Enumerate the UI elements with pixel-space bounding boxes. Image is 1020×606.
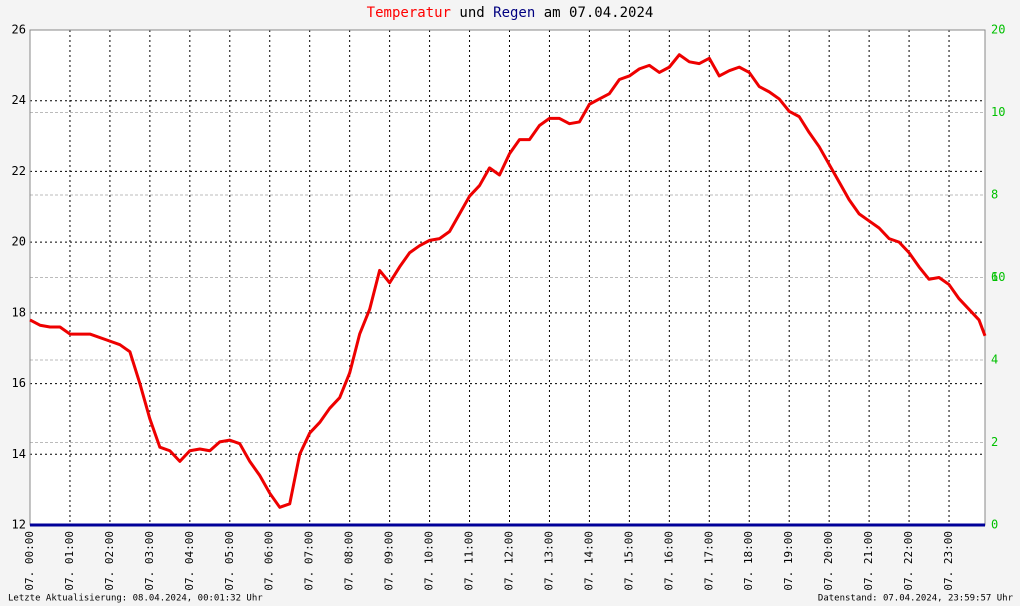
x-tick-label: 07. 01:00 [63,531,76,591]
x-tick-label: 07. 14:00 [582,531,595,591]
y-tick-label: 24 [12,93,26,107]
x-tick-label: 07. 05:00 [223,531,236,591]
y2-tick-label: 8 [991,188,998,202]
y-tick-label: 26 [12,23,26,37]
x-tick-label: 07. 15:00 [622,531,635,591]
y-tick-label: 16 [12,376,26,390]
x-tick-label: 07. 11:00 [463,531,476,591]
x-tick-label: 07. 22:00 [902,531,915,591]
x-tick-label: 07. 07:00 [303,531,316,591]
title-part: Regen [493,5,535,21]
title-part: Temperatur [367,5,451,21]
title-part: und [459,5,484,21]
data-line [29,53,987,509]
x-tick-label: 07. 02:00 [103,531,116,591]
x-tick-label: 07. 08:00 [343,531,356,591]
footer-right: Datenstand: 07.04.2024, 23:59:57 Uhr [818,594,1014,604]
y-tick-label: 20 [12,235,26,249]
x-tick-label: 07. 06:00 [263,531,276,591]
x-tick-label: 07. 20:00 [822,531,835,591]
x-tick-label: 07. 19:00 [782,531,795,591]
x-tick-label: 07. 04:00 [183,531,196,591]
y-tick-label: 22 [12,164,26,178]
chart-title: Temperatur und Regen am 07.04.2024 [367,5,654,21]
y2-tick-label: 2 [991,435,998,449]
x-tick-label: 07. 17:00 [702,531,715,591]
x-tick-label: 07. 16:00 [662,531,675,591]
y2-tick-label: 20 [991,23,1005,37]
y-tick-label: 12 [12,518,26,532]
y-tick-label: 18 [12,305,26,319]
title-part: am 07.04.2024 [544,5,654,21]
y2-tick-label: 10 [991,270,1005,284]
y2-tick-label: 4 [991,353,998,367]
y2-tick-label: 10 [991,105,1005,119]
x-tick-label: 07. 09:00 [383,531,396,591]
x-tick-label: 07. 00:00 [23,531,36,591]
y-tick-label: 14 [12,447,26,461]
x-tick-label: 07. 10:00 [423,531,436,591]
footer-left: Letzte Aktualisierung: 08.04.2024, 00:01… [8,594,263,604]
y2-tick-label: 0 [991,518,998,532]
x-tick-label: 07. 03:00 [143,531,156,591]
x-tick-label: 07. 13:00 [542,531,555,591]
y2-tick-label: 6 [991,270,998,284]
x-tick-label: 07. 23:00 [942,531,955,591]
x-tick-label: 07. 18:00 [742,531,755,591]
x-tick-label: 07. 21:00 [862,531,875,591]
x-tick-label: 07. 12:00 [502,531,515,591]
